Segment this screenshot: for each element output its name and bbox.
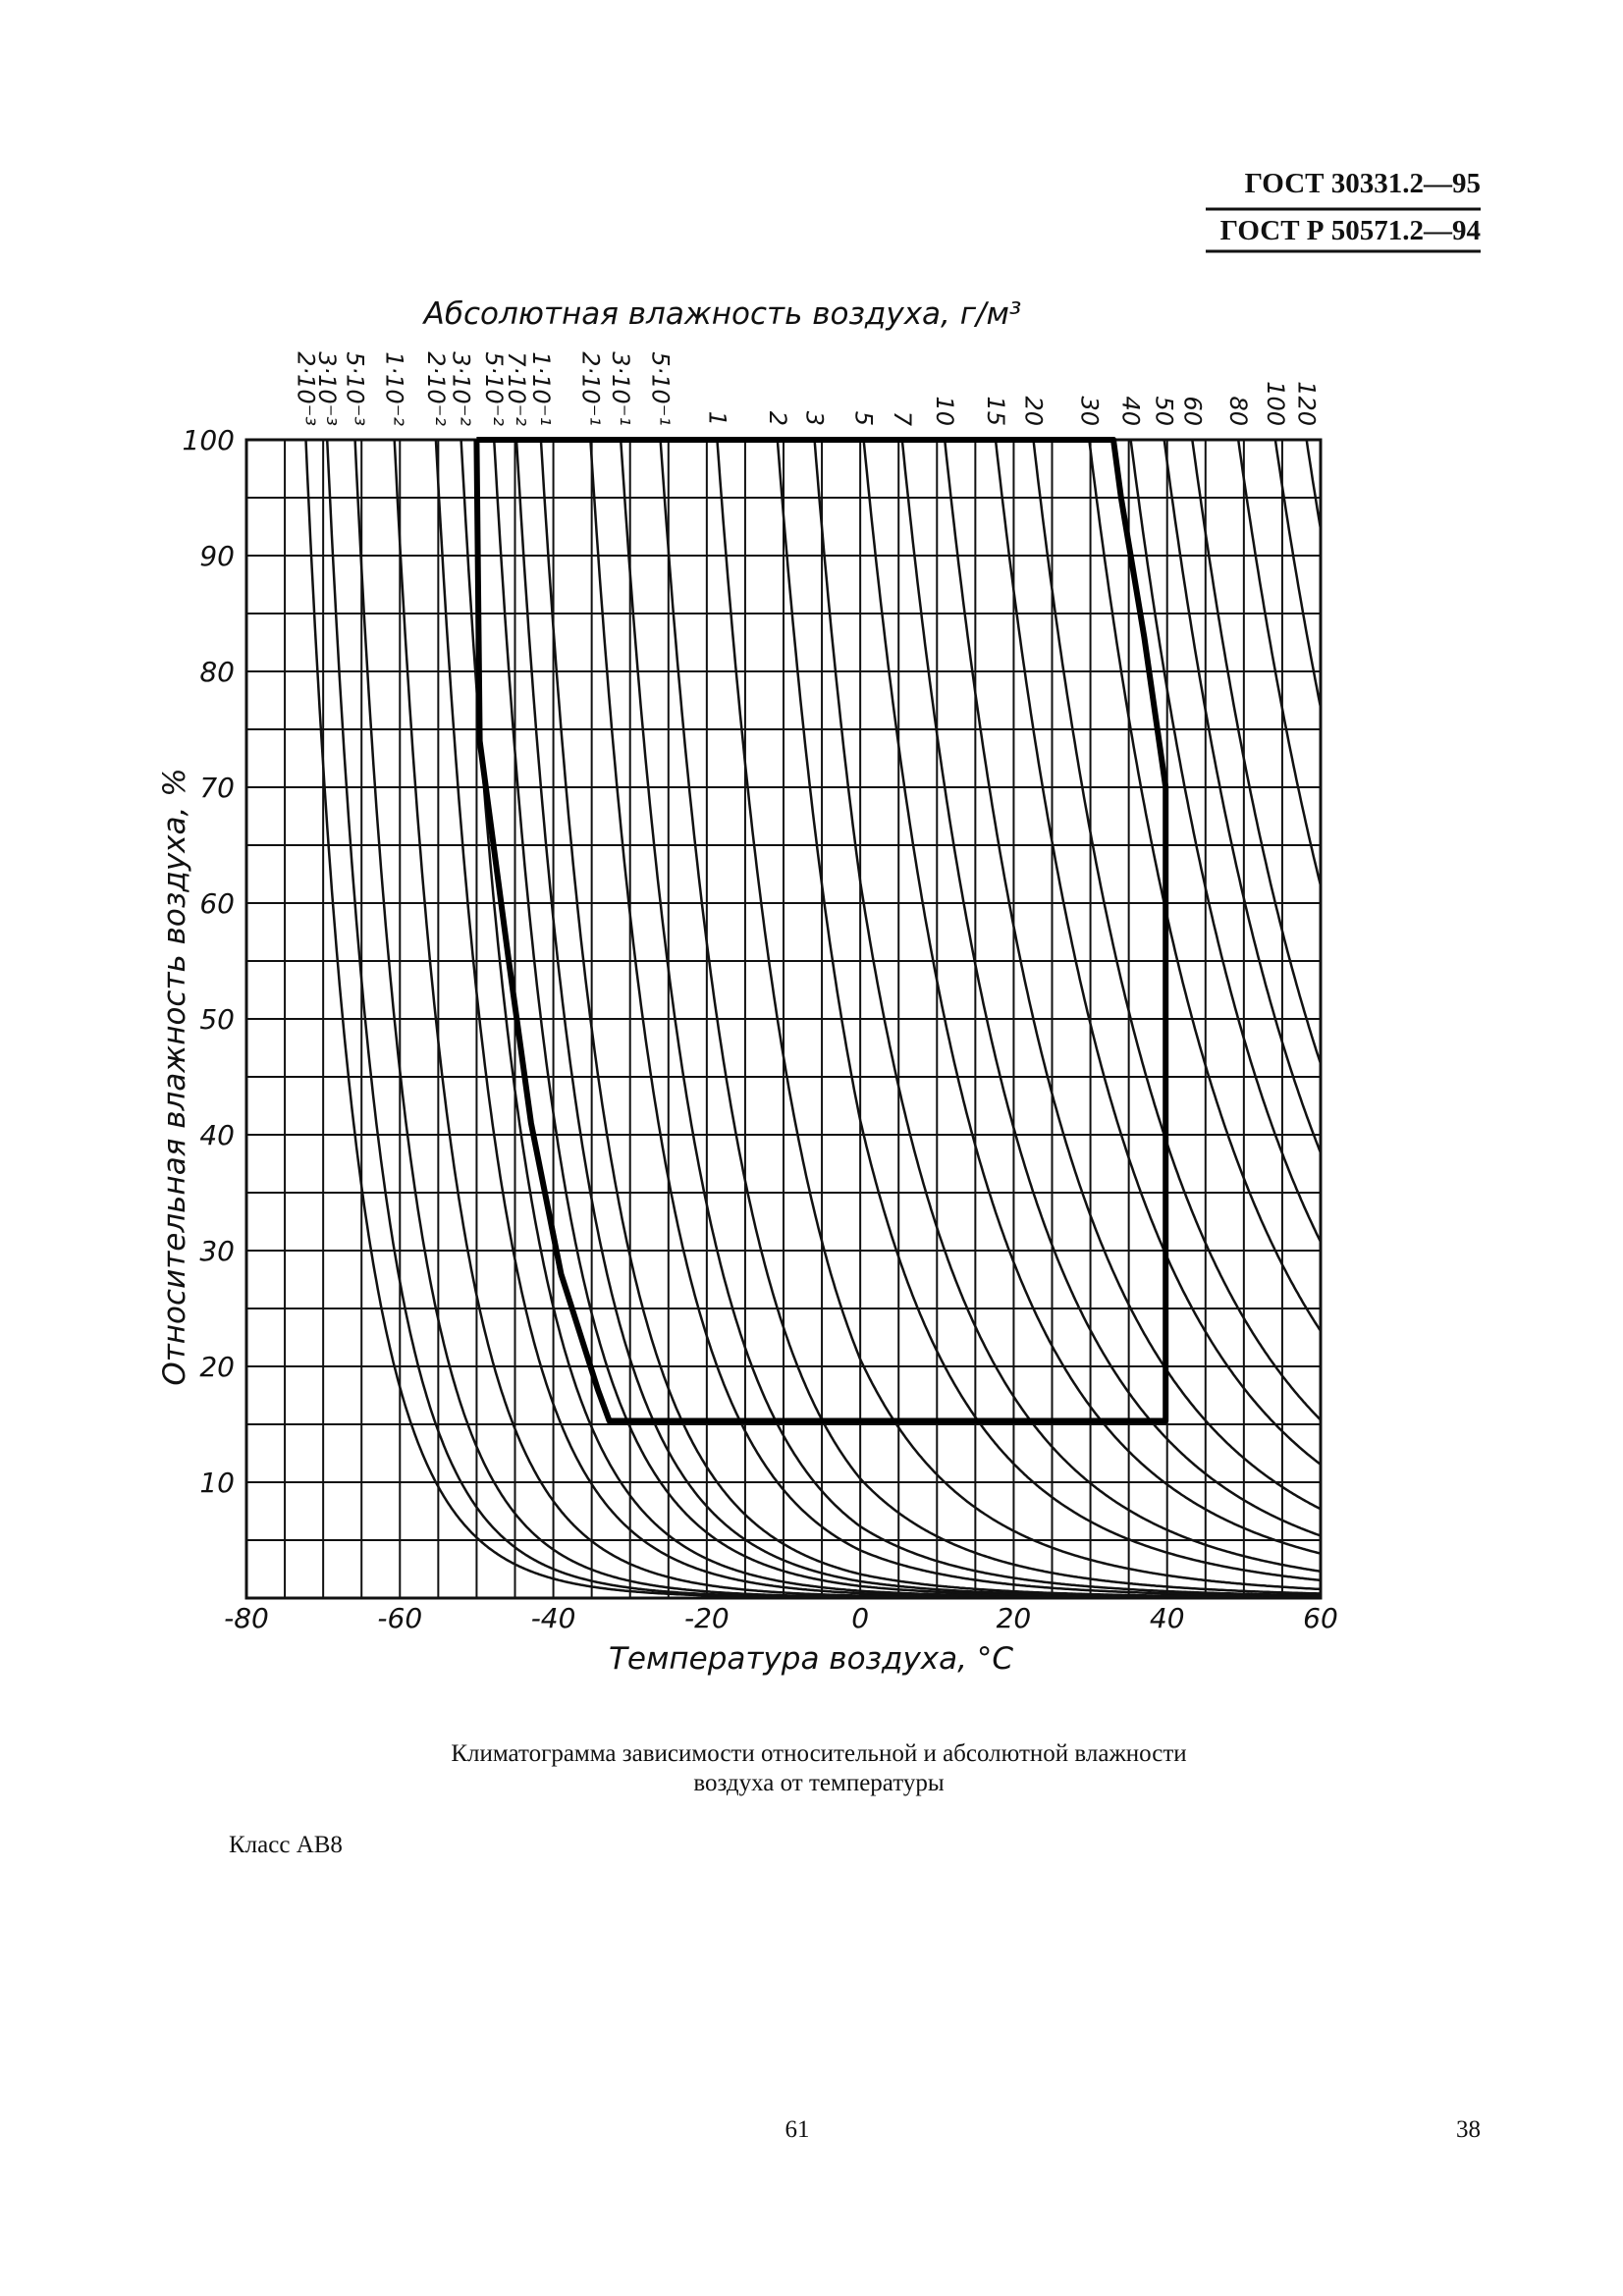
curve-label: 1·10⁻² <box>381 351 408 426</box>
humidity-curve <box>1236 440 1321 888</box>
top-axis-title: Абсолютная влажность воздуха, г/м³ <box>422 296 1022 332</box>
class-boundary <box>473 437 1169 1424</box>
x-axis-title: Температура воздуха, °С <box>609 1641 1013 1677</box>
x-tick-label: 40 <box>1150 1602 1185 1634</box>
y-tick-label: 70 <box>199 772 235 804</box>
curve-label: 3·10⁻³ <box>313 351 341 426</box>
curve-label: 2·10⁻³ <box>292 351 319 426</box>
page-number: 61 <box>785 2116 810 2143</box>
curve-label: 5·10⁻¹ <box>647 351 675 426</box>
humidity-curve <box>619 440 1321 1597</box>
y-tick-label: 60 <box>199 887 235 920</box>
humidity-curve <box>900 440 1321 1537</box>
curve-label: 3·10⁻¹ <box>607 351 634 426</box>
humidity-curve <box>1191 440 1321 1066</box>
humidity-curve <box>589 440 1321 1598</box>
humidity-curve <box>659 440 1321 1595</box>
curve-label: 80 <box>1224 396 1252 426</box>
curve-label: 2·10⁻¹ <box>576 351 604 426</box>
curve-label: 10 <box>931 396 958 426</box>
curve-label: 40 <box>1117 396 1145 426</box>
y-tick-label: 50 <box>199 1003 235 1036</box>
curve-label: 30 <box>1075 396 1103 426</box>
humidity-curve <box>776 440 1321 1582</box>
x-tick-label: -80 <box>224 1602 269 1634</box>
curve-label: 60 <box>1178 396 1206 426</box>
header-line: ГОСТ Р 50571.2—94 <box>1220 215 1481 246</box>
humidity-curve <box>1305 440 1321 537</box>
humidity-curve <box>813 440 1321 1574</box>
x-tick-label: -40 <box>531 1602 576 1634</box>
curve-label: 1·10⁻¹ <box>527 351 555 426</box>
curve-label: 1 <box>703 411 730 426</box>
header-line: ГОСТ 30331.2—95 <box>1245 168 1481 199</box>
curve-label: 5·10⁻³ <box>342 351 369 426</box>
curves <box>304 440 1321 1598</box>
humidity-curve <box>539 440 1321 1598</box>
curve-label: 3 <box>801 411 829 426</box>
humidity-curve <box>1129 440 1321 1244</box>
y-tick-label: 20 <box>199 1351 235 1383</box>
curve-label: 5·10⁻² <box>480 351 508 426</box>
x-tick-label: -60 <box>377 1602 422 1634</box>
curve-label: 20 <box>1019 396 1047 426</box>
curve-label: 5 <box>850 411 878 426</box>
humidity-curve <box>1163 440 1321 1154</box>
humidity-curve <box>994 440 1321 1467</box>
caption: Климатограмма зависимости относительной … <box>451 1740 1186 1767</box>
curve-label: 7 <box>889 411 916 427</box>
caption: воздуха от температуры <box>693 1770 945 1796</box>
curve-label: 15 <box>982 396 1009 426</box>
x-tick-label: 20 <box>997 1602 1032 1634</box>
x-tick-label: 0 <box>851 1602 869 1634</box>
humidity-curve <box>862 440 1321 1555</box>
curve-label: 7·10⁻² <box>503 351 530 426</box>
humidity-curve <box>1032 440 1321 1422</box>
humidity-curve <box>1088 440 1321 1332</box>
y-tick-label: 40 <box>199 1119 235 1151</box>
curve-label: 2·10⁻² <box>422 351 450 426</box>
humidity-curve <box>943 440 1321 1511</box>
curve-label: 50 <box>1151 396 1178 426</box>
curve-label: 100 <box>1262 381 1289 426</box>
curve-label: 3·10⁻² <box>448 351 475 426</box>
y-tick-label: 80 <box>199 656 235 688</box>
y-tick-label: 10 <box>199 1467 235 1499</box>
humidity-curve <box>716 440 1321 1591</box>
y-tick-label: 30 <box>199 1235 235 1267</box>
y-axis-title: Относительная влажность воздуха, % <box>157 768 192 1385</box>
y-tick-label: 100 <box>183 424 235 456</box>
sheet-number: 38 <box>1456 2116 1481 2143</box>
curve-label: 120 <box>1293 381 1321 426</box>
y-tick-label: 90 <box>199 540 235 572</box>
class-label: Класс АВ8 <box>229 1832 343 1858</box>
curve-label: 2 <box>764 411 791 426</box>
humidity-curve <box>1273 440 1321 712</box>
x-tick-label: -20 <box>684 1602 730 1634</box>
x-tick-label: 60 <box>1303 1602 1338 1634</box>
